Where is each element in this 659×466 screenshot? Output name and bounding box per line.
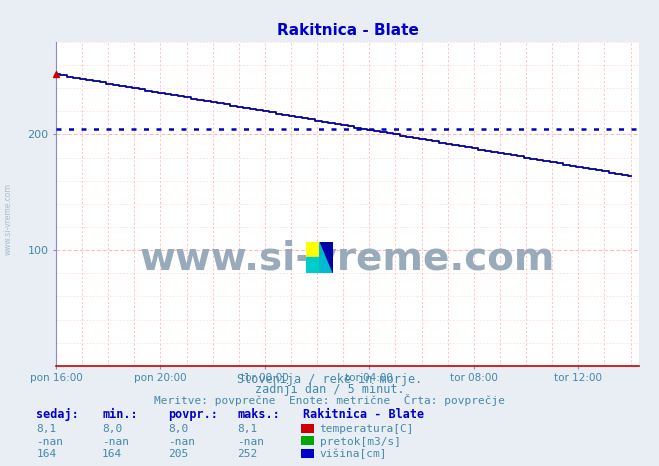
Polygon shape <box>320 242 333 273</box>
Text: Rakitnica - Blate: Rakitnica - Blate <box>303 408 424 421</box>
Text: www.si-vreme.com: www.si-vreme.com <box>3 183 13 255</box>
Text: višina[cm]: višina[cm] <box>320 449 387 459</box>
Bar <box>306 242 320 257</box>
Text: www.si-vreme.com: www.si-vreme.com <box>140 240 556 278</box>
Text: 8,0: 8,0 <box>168 424 188 434</box>
Bar <box>306 257 320 273</box>
Text: min.:: min.: <box>102 408 138 421</box>
Text: Meritve: povprečne  Enote: metrične  Črta: povprečje: Meritve: povprečne Enote: metrične Črta:… <box>154 395 505 406</box>
Bar <box>320 242 333 273</box>
Text: -nan: -nan <box>237 437 264 446</box>
Text: 164: 164 <box>36 449 57 459</box>
Text: povpr.:: povpr.: <box>168 408 218 421</box>
Text: 205: 205 <box>168 449 188 459</box>
Text: zadnji dan / 5 minut.: zadnji dan / 5 minut. <box>254 384 405 396</box>
Text: 8,0: 8,0 <box>102 424 123 434</box>
Title: Rakitnica - Blate: Rakitnica - Blate <box>277 23 418 38</box>
Text: maks.:: maks.: <box>237 408 280 421</box>
Text: 164: 164 <box>102 449 123 459</box>
Text: temperatura[C]: temperatura[C] <box>320 424 414 434</box>
Text: -nan: -nan <box>102 437 129 446</box>
Text: -nan: -nan <box>36 437 63 446</box>
Text: sedaj:: sedaj: <box>36 408 79 421</box>
Text: 252: 252 <box>237 449 258 459</box>
Text: 8,1: 8,1 <box>237 424 258 434</box>
Text: pretok[m3/s]: pretok[m3/s] <box>320 437 401 446</box>
Text: Slovenija / reke in morje.: Slovenija / reke in morje. <box>237 373 422 386</box>
Polygon shape <box>320 242 333 273</box>
Text: -nan: -nan <box>168 437 195 446</box>
Text: 8,1: 8,1 <box>36 424 57 434</box>
